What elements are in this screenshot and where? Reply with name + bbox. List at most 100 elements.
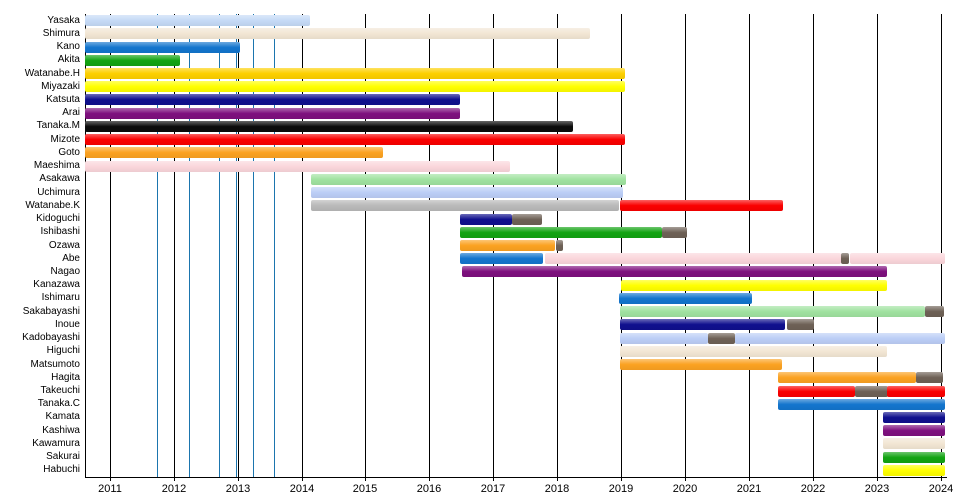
bar-segment [85, 108, 460, 119]
row-label-kawamura: Kawamura [32, 438, 80, 449]
row-label-uchimura: Uchimura [37, 187, 80, 198]
bar-segment [925, 306, 944, 317]
bar-segment [620, 346, 887, 357]
row-label-kidoguchi: Kidoguchi [36, 213, 80, 224]
bar-segment [619, 293, 752, 304]
bar-segment [883, 452, 945, 463]
year-gridline [110, 14, 111, 481]
row-label-ozawa: Ozawa [48, 240, 80, 251]
row-label-kanazawa: Kanazawa [33, 279, 80, 290]
x-axis-tick-label: 2012 [161, 483, 187, 495]
bar-segment [662, 227, 687, 238]
row-label-kadobayashi: Kadobayashi [22, 332, 80, 343]
event-marker-line [253, 14, 254, 477]
bar-segment [556, 240, 563, 251]
bar-segment [85, 81, 625, 92]
row-label-higuchi: Higuchi [46, 345, 80, 356]
row-label-tanaka-m: Tanaka.M [36, 120, 80, 131]
bar-segment [621, 280, 887, 291]
event-marker-line [157, 14, 158, 477]
row-label-sakabayashi: Sakabayashi [22, 306, 80, 317]
bar-segment [85, 147, 383, 158]
bar-segment [85, 68, 625, 79]
row-label-sakurai: Sakurai [46, 451, 80, 462]
row-label-hagita: Hagita [51, 372, 80, 383]
row-label-nagao: Nagao [50, 266, 80, 277]
bar-segment [620, 359, 782, 370]
bar-segment [883, 438, 945, 449]
row-label-ishimaru: Ishimaru [41, 292, 80, 303]
year-gridline [749, 14, 750, 481]
bar-segment [850, 253, 945, 264]
row-label-matsumoto: Matsumoto [30, 359, 80, 370]
row-label-miyazaki: Miyazaki [41, 81, 80, 92]
bar-segment [620, 333, 708, 344]
event-marker-line [274, 14, 275, 477]
row-label-watanabe-k: Watanabe.K [25, 200, 80, 211]
bar-segment [883, 412, 945, 423]
x-axis-tick-label: 2021 [736, 483, 762, 495]
year-gridline [365, 14, 366, 481]
x-axis-line [85, 477, 947, 478]
year-gridline [174, 14, 175, 481]
year-gridline [941, 14, 942, 481]
bar-segment [883, 425, 945, 436]
bar-segment [708, 333, 735, 344]
bar-segment [85, 161, 510, 172]
bar-segment [311, 200, 619, 211]
bar-segment [778, 386, 855, 397]
x-axis-tick-label: 2015 [352, 483, 378, 495]
bar-segment [462, 266, 887, 277]
year-gridline [302, 14, 303, 481]
x-axis-tick-label: 2011 [98, 483, 122, 495]
bar-segment [85, 55, 180, 66]
bar-segment [735, 333, 945, 344]
event-marker-line [236, 14, 237, 477]
row-label-katsuta: Katsuta [46, 94, 80, 105]
bar-segment [841, 253, 849, 264]
bar-segment [85, 134, 625, 145]
bar-segment [85, 121, 573, 132]
x-axis-tick-label: 2013 [225, 483, 251, 495]
row-label-goto: Goto [58, 147, 80, 158]
row-label-abe: Abe [62, 253, 80, 264]
bar-segment [460, 227, 662, 238]
row-label-tanaka-c: Tanaka.C [37, 398, 80, 409]
bar-segment [311, 174, 626, 185]
bar-segment [787, 319, 814, 330]
event-marker-line [189, 14, 190, 477]
bar-segment [916, 372, 943, 383]
row-label-mizote: Mizote [50, 134, 80, 145]
year-gridline [238, 14, 239, 481]
row-label-habuchi: Habuchi [43, 464, 80, 475]
row-label-inoue: Inoue [54, 319, 80, 330]
x-axis-tick-label: 2024 [928, 483, 954, 495]
bar-segment [460, 214, 512, 225]
row-label-maeshima: Maeshima [33, 160, 80, 171]
x-axis-tick-label: 2023 [864, 483, 890, 495]
row-label-kano: Kano [56, 41, 80, 52]
row-label-shimura: Shimura [42, 28, 80, 39]
x-axis-tick-label: 2016 [416, 483, 442, 495]
row-label-arai: Arai [62, 107, 80, 118]
row-label-asakawa: Asakawa [39, 173, 80, 184]
row-label-ishibashi: Ishibashi [40, 226, 80, 237]
bar-segment [620, 306, 925, 317]
row-label-akita: Akita [57, 54, 80, 65]
bar-segment [620, 200, 783, 211]
x-axis-tick-label: 2018 [544, 483, 570, 495]
bar-segment [85, 15, 310, 26]
bar-segment [311, 187, 623, 198]
bar-segment [887, 386, 945, 397]
bar-segment [545, 253, 841, 264]
year-gridline [429, 14, 430, 481]
y-axis-line [85, 14, 86, 477]
row-label-yasaka: Yasaka [47, 15, 80, 26]
row-label-kamata: Kamata [45, 411, 80, 422]
x-axis-tick-label: 2020 [672, 483, 698, 495]
event-marker-line [219, 14, 220, 477]
bar-segment [855, 386, 888, 397]
x-axis-tick-label: 2022 [800, 483, 826, 495]
